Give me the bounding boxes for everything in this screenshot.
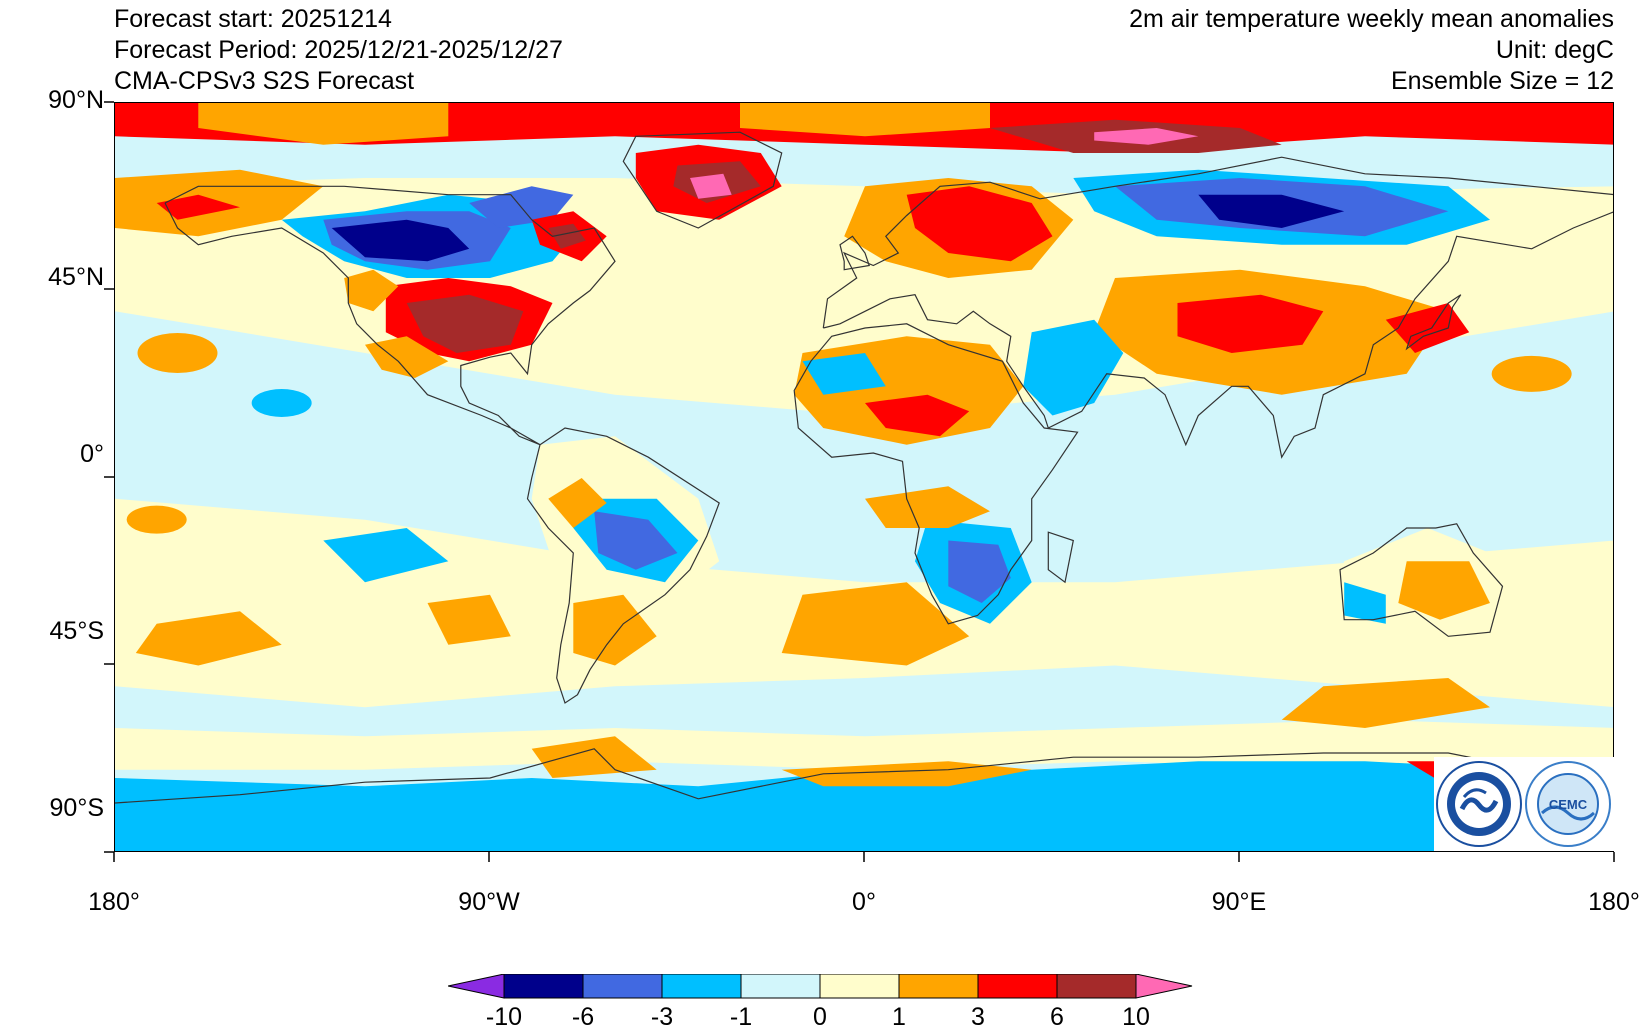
anomaly-region [1094, 128, 1199, 145]
colorbar-box [819, 974, 900, 999]
coastline [839, 235, 870, 271]
lon-label-0: 0° [852, 888, 876, 916]
colorbar-label: -1 [729, 1003, 753, 1031]
coastlines [115, 131, 1613, 804]
anomaly-region [573, 594, 657, 666]
lat-label-45s: 45°S [49, 617, 104, 645]
ensemble-size: Ensemble Size = 12 [1390, 67, 1614, 95]
coastline [1339, 523, 1504, 637]
anomaly-region [690, 173, 732, 199]
colorbar-arrow-low [448, 974, 505, 999]
cma-logo-icon [1436, 761, 1522, 847]
model-name: CMA-CPSv3 S2S Forecast [114, 67, 415, 95]
anomaly-region [198, 103, 449, 145]
coastline [622, 131, 783, 229]
coastline [526, 427, 720, 704]
anomaly-region [948, 540, 1011, 603]
colorbar-label: -6 [571, 1003, 595, 1031]
coastline [822, 156, 1613, 329]
lat-label-90n: 90°N [48, 86, 104, 114]
header-right: 2m air temperature weekly mean anomalies… [1129, 4, 1614, 97]
lon-label-180w: 180° [88, 888, 140, 916]
anomaly-region [1281, 678, 1490, 728]
colorbar-box [977, 974, 1058, 999]
colorbar-box [661, 974, 742, 999]
anomaly-region [406, 294, 524, 353]
anomaly-region [331, 219, 470, 262]
anomaly-region [802, 353, 886, 395]
lat-label-90s: 90°S [49, 794, 104, 822]
colorbar-label: 0 [813, 1003, 827, 1031]
anomaly-region [740, 103, 990, 137]
lon-label-180e: 180° [1588, 888, 1640, 916]
colorbar-label: 3 [971, 1003, 985, 1031]
colorbar-box [898, 974, 979, 999]
colorbar-box [740, 974, 821, 999]
colorbar [448, 974, 1193, 999]
anomaly-region [427, 594, 511, 645]
cemc-logo-icon: CEMC [1525, 761, 1611, 847]
anomaly-region [137, 333, 218, 373]
anomaly-region [548, 478, 607, 528]
map-title: 2m air temperature weekly mean anomalies [1129, 5, 1614, 33]
anomaly-region [781, 582, 970, 666]
lat-label-0: 0° [80, 440, 104, 468]
colorbar-label: -3 [650, 1003, 674, 1031]
anomaly-region [115, 761, 1613, 851]
anomaly-region [1048, 336, 1107, 378]
colorbar-box [582, 974, 663, 999]
anomaly-region [344, 269, 399, 312]
anomaly-region [548, 223, 586, 249]
coastline [115, 748, 1613, 804]
colorbar-label: 10 [1122, 1003, 1150, 1031]
coastline [823, 211, 1613, 459]
anomaly-region [156, 194, 240, 220]
anomaly-region [1491, 355, 1572, 392]
anomaly-region [531, 736, 657, 778]
lon-label-90e: 90°E [1211, 888, 1267, 916]
colorbar-label: 1 [892, 1003, 906, 1031]
unit-label: Unit: degC [1495, 36, 1614, 64]
coastline [1405, 294, 1462, 351]
anomaly-region [1344, 582, 1386, 624]
svg-text:CEMC: CEMC [1549, 797, 1588, 812]
anomaly-region [865, 486, 990, 528]
anomaly-region [126, 505, 187, 534]
anomaly-region [135, 611, 282, 666]
lon-label-90w: 90°W [458, 888, 520, 916]
coastline [164, 185, 616, 446]
anomaly-region [1198, 194, 1345, 228]
anomaly-fields [115, 103, 1613, 851]
anomaly-region [251, 389, 312, 417]
anomaly-region [365, 336, 449, 378]
colorbar-arrow-high [1135, 974, 1193, 999]
forecast-period: Forecast Period: 2025/12/21-2025/12/27 [114, 36, 563, 64]
lat-label-45n: 45°N [48, 263, 104, 291]
anomaly-region [1385, 303, 1470, 353]
coastline [1047, 531, 1074, 584]
logos-panel: CEMC [1434, 757, 1614, 851]
anomaly-region [865, 394, 970, 437]
anomaly-region [323, 528, 449, 583]
coastline [793, 323, 1079, 625]
anomaly-region [940, 203, 1024, 245]
colorbar-label: 6 [1050, 1003, 1064, 1031]
anomaly-region [115, 415, 1613, 512]
anomaly-region [1177, 294, 1324, 353]
anomaly-region [594, 511, 678, 570]
forecast-start: Forecast start: 20251214 [114, 5, 392, 33]
anomaly-map-svg [115, 103, 1613, 851]
anomaly-region [1398, 561, 1490, 620]
header-left: Forecast start: 20251214 Forecast Period… [114, 4, 563, 97]
anomaly-map [114, 102, 1614, 852]
colorbar-box [1056, 974, 1137, 999]
colorbar-box [503, 974, 584, 999]
colorbar-label: -10 [485, 1003, 523, 1031]
